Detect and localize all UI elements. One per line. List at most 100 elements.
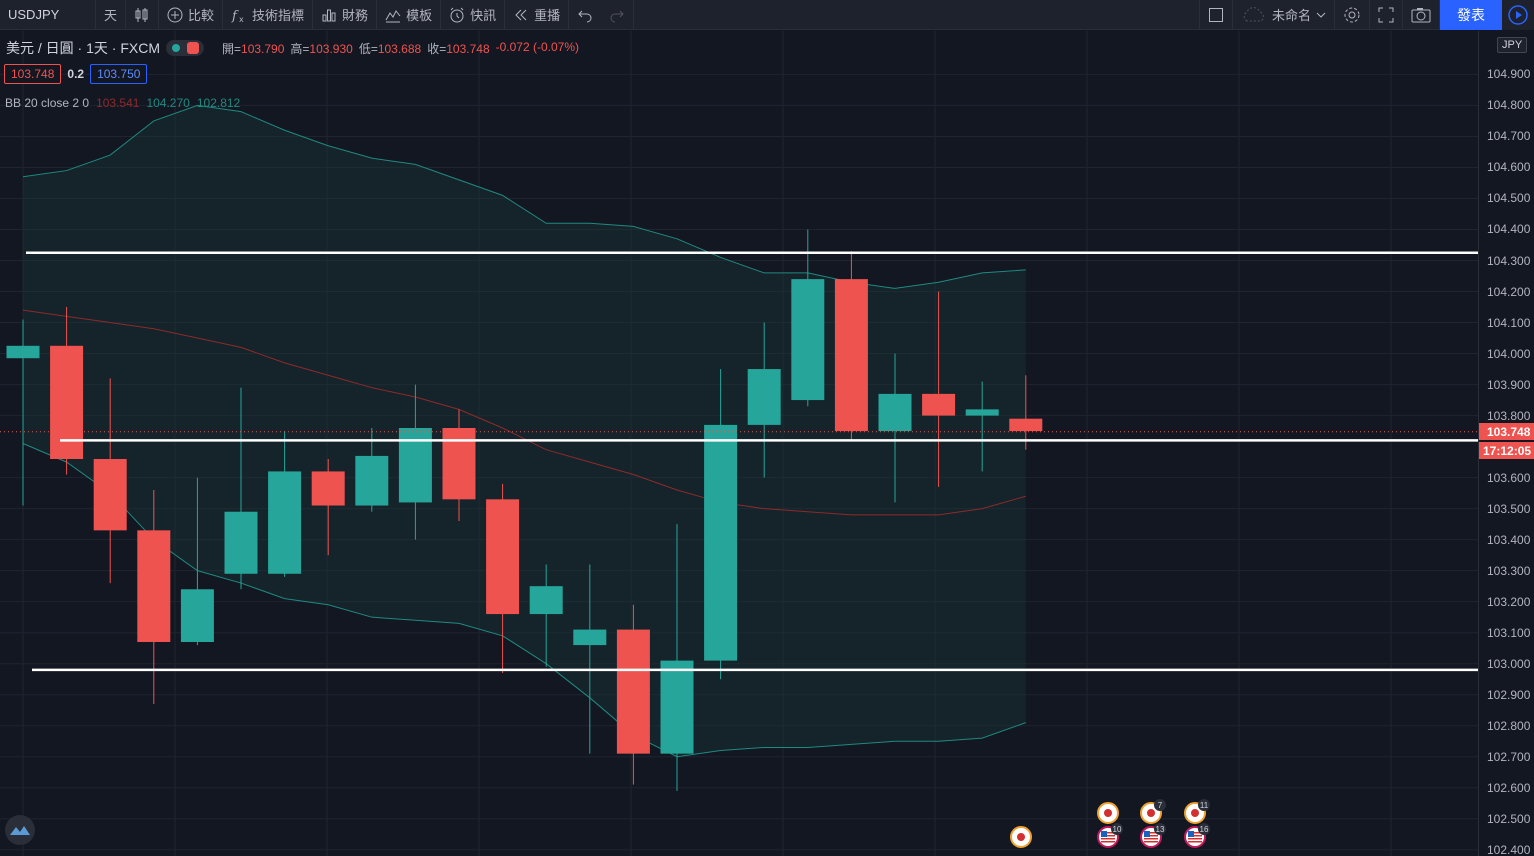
candle-body (965, 409, 999, 416)
templates-button[interactable]: 模板 (377, 0, 442, 30)
jp-event-icon[interactable] (1184, 802, 1206, 824)
bar-countdown-label: 17:12:05 (1479, 442, 1534, 460)
price-tick-label: 104.100 (1487, 315, 1531, 330)
price-tick-label: 104.200 (1487, 284, 1531, 299)
save-layout-button[interactable]: 未命名 (1233, 0, 1335, 30)
candle-body (922, 393, 956, 416)
symbol-label: USDJPY (8, 7, 60, 22)
price-tick-label: 103.900 (1487, 377, 1531, 392)
candle-body (268, 471, 302, 574)
ohlc-close: 收=103.748 (427, 41, 490, 56)
svg-text:x: x (239, 15, 244, 23)
price-tick-label: 104.700 (1487, 129, 1531, 144)
add-circle-icon (167, 7, 183, 22)
cloud-logo-icon (10, 826, 30, 835)
play-button[interactable] (1502, 0, 1534, 30)
alerts-button[interactable]: 快訊 (441, 0, 506, 30)
snapshot-button[interactable] (1403, 0, 1440, 30)
candle-body (355, 455, 389, 506)
indicators-label: 技術指標 (252, 8, 305, 23)
ohlc-low: 低=103.688 (358, 41, 422, 56)
function-icon: f x (231, 9, 244, 23)
bb-band-fill (23, 105, 1026, 757)
template-icon (385, 9, 401, 22)
compare-button[interactable]: 比較 (159, 0, 224, 30)
svg-text:f: f (231, 9, 239, 23)
fullscreen-icon (1378, 7, 1394, 22)
indicators-button[interactable]: f x 技術指標 (223, 0, 314, 30)
candle-body (137, 530, 171, 642)
currency-badge[interactable]: JPY (1497, 37, 1528, 53)
layout-select-button[interactable] (1198, 0, 1233, 30)
price-tick-label: 102.800 (1487, 718, 1531, 733)
camera-icon (1411, 7, 1431, 22)
event-count-text: 10 (1113, 825, 1122, 834)
chart-background (0, 31, 1478, 856)
bb-lower-value: 102.812 (196, 96, 241, 110)
toolbar-spacer (634, 0, 1199, 30)
gear-icon (1344, 7, 1360, 22)
event-count-badge (1198, 799, 1210, 811)
chevron-down-icon (1316, 12, 1326, 18)
candles-icon (135, 7, 148, 22)
price-tick-label: 104.400 (1487, 222, 1531, 237)
market-status-toggle[interactable] (166, 40, 204, 56)
templates-label: 模板 (406, 8, 433, 23)
price-tick-label: 102.500 (1487, 811, 1531, 826)
buy-button[interactable]: 103.750 (90, 64, 148, 84)
chart-type-button[interactable] (126, 0, 160, 30)
candle-body (6, 345, 40, 359)
candle-body (529, 586, 563, 615)
jp-event-icon[interactable] (1097, 802, 1119, 824)
square-layout-icon (1208, 7, 1223, 22)
interval-button[interactable]: 天 (96, 0, 127, 30)
event-count-text: 16 (1200, 825, 1209, 834)
price-tick-label: 104.900 (1487, 67, 1531, 82)
legend-title[interactable]: 美元 / 日圓 · 1天 · FXCM (6, 40, 160, 56)
price-tick-label: 103.300 (1487, 563, 1531, 578)
candle-body (573, 629, 607, 646)
candle-body (442, 427, 476, 500)
candle-body (878, 393, 912, 432)
publish-button[interactable]: 發表 (1440, 0, 1502, 30)
price-tick-label: 103.200 (1487, 594, 1531, 609)
event-count-badge (1154, 823, 1166, 835)
replay-button[interactable]: 重播 (505, 0, 570, 30)
bb-lower-line (22, 443, 1026, 758)
redo-button[interactable] (601, 0, 635, 30)
alarm-clock-icon (450, 7, 464, 22)
price-tick-label: 104.600 (1487, 160, 1531, 175)
price-axis[interactable]: JPY 103.748 17:12:05 104.900 104.800 104.7… (1478, 31, 1534, 856)
price-tick-label: 103.100 (1487, 625, 1531, 640)
price-tick-label: 102.600 (1487, 780, 1531, 795)
price-tick-label: 103.600 (1487, 470, 1531, 485)
candle-body (50, 345, 84, 460)
ohlc-change: -0.072 (-0.07%) (495, 39, 579, 54)
symbol-search-button[interactable]: USDJPY (0, 0, 96, 30)
candle-body (704, 424, 738, 661)
jp-event-icon[interactable] (1010, 826, 1032, 848)
bb-basis-line (22, 309, 1026, 516)
cloud-icon (1243, 6, 1264, 21)
candle-body (747, 369, 781, 425)
price-tick-label: 104.000 (1487, 346, 1531, 361)
event-count-text: 7 (1158, 801, 1163, 810)
undo-button[interactable] (569, 0, 601, 30)
event-count-text: 13 (1156, 825, 1165, 834)
candle-body (93, 459, 127, 531)
price-chart[interactable]: 10 7 13 11 16 (0, 31, 1478, 856)
candle-body (616, 629, 650, 754)
layout-name-label: 未命名 (1271, 8, 1311, 23)
settings-button[interactable] (1335, 0, 1370, 30)
compare-label: 比較 (188, 8, 215, 23)
tradingview-logo[interactable] (5, 815, 35, 845)
indicator-legend[interactable]: BB 20 close 2 0 103.541 104.270 102.812 (5, 96, 240, 110)
sell-button[interactable]: 103.748 (4, 64, 62, 84)
price-tick-label: 103.800 (1487, 408, 1531, 423)
fullscreen-button[interactable] (1370, 0, 1403, 30)
bb-upper-value: 104.270 (146, 96, 190, 110)
bb-basis-value: 103.541 (96, 96, 140, 110)
financials-button[interactable]: 財務 (313, 0, 378, 30)
current-price-label: 103.748 (1479, 423, 1534, 441)
